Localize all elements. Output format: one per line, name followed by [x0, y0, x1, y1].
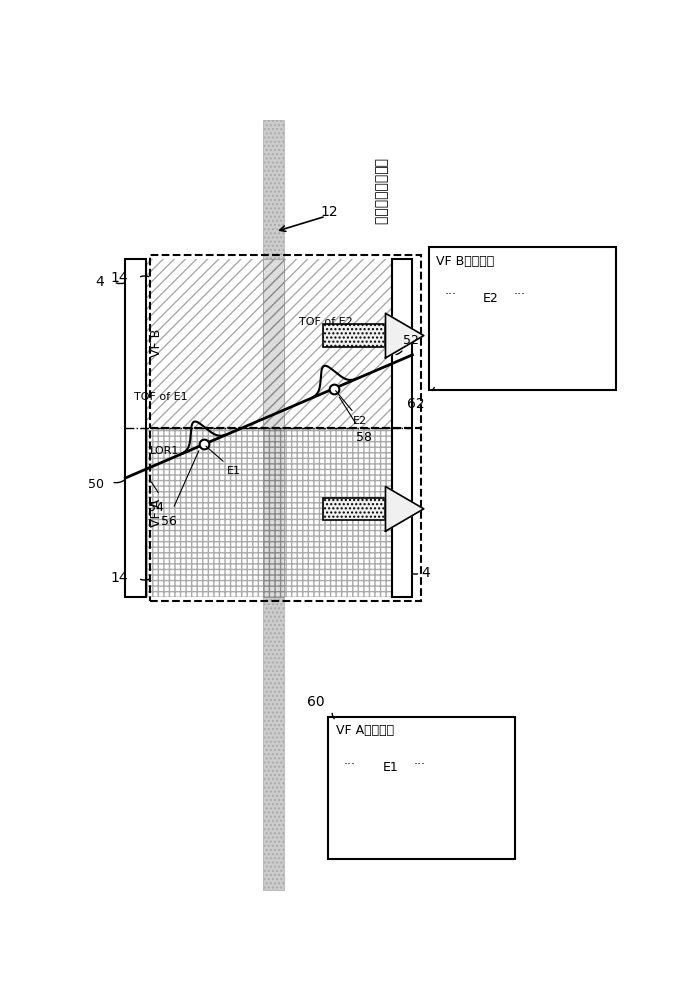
Bar	[264, 120, 284, 259]
Bar	[150, 428, 421, 601]
Text: TOF of E2: TOF of E2	[299, 317, 353, 327]
Text: 60: 60	[307, 695, 324, 709]
Text: TOF of E1: TOF of E1	[134, 392, 188, 402]
Text: 54: 54	[148, 501, 164, 514]
Bar	[329, 717, 515, 859]
Bar	[125, 259, 146, 597]
Text: 52: 52	[403, 334, 419, 347]
Bar	[323, 498, 385, 520]
Bar	[264, 597, 284, 890]
Bar	[392, 259, 412, 597]
Text: ...: ...	[444, 284, 456, 297]
Bar	[146, 259, 392, 428]
Bar	[146, 428, 392, 597]
Text: 58: 58	[356, 431, 372, 444]
Text: E1: E1	[206, 446, 241, 476]
Polygon shape	[385, 487, 424, 531]
Text: VF A: VF A	[150, 499, 163, 527]
Text: ...: ...	[414, 754, 426, 767]
Text: 4: 4	[421, 566, 431, 580]
Text: 56: 56	[161, 515, 178, 528]
Text: E1: E1	[382, 761, 398, 774]
Text: 12: 12	[320, 205, 338, 219]
Text: ...: ...	[344, 754, 356, 767]
Text: 62: 62	[407, 397, 425, 411]
Text: VF A列表文件: VF A列表文件	[336, 724, 394, 737]
Bar	[150, 255, 421, 428]
Text: ...: ...	[514, 284, 526, 297]
Bar	[323, 324, 385, 347]
Text: 正在被成像的对象: 正在被成像的对象	[373, 158, 387, 226]
Text: 4: 4	[95, 275, 103, 289]
Text: E2: E2	[336, 391, 368, 426]
Text: 50: 50	[87, 478, 103, 491]
Polygon shape	[385, 313, 424, 358]
Bar	[264, 259, 284, 428]
Bar	[428, 247, 616, 389]
Text: VF B: VF B	[150, 329, 163, 357]
Text: 14: 14	[110, 571, 128, 585]
Bar	[264, 428, 284, 597]
Text: VF B列表文件: VF B列表文件	[436, 255, 495, 268]
Text: 14: 14	[110, 271, 128, 285]
Text: E2: E2	[483, 292, 498, 305]
Text: LOR1: LOR1	[150, 446, 179, 456]
